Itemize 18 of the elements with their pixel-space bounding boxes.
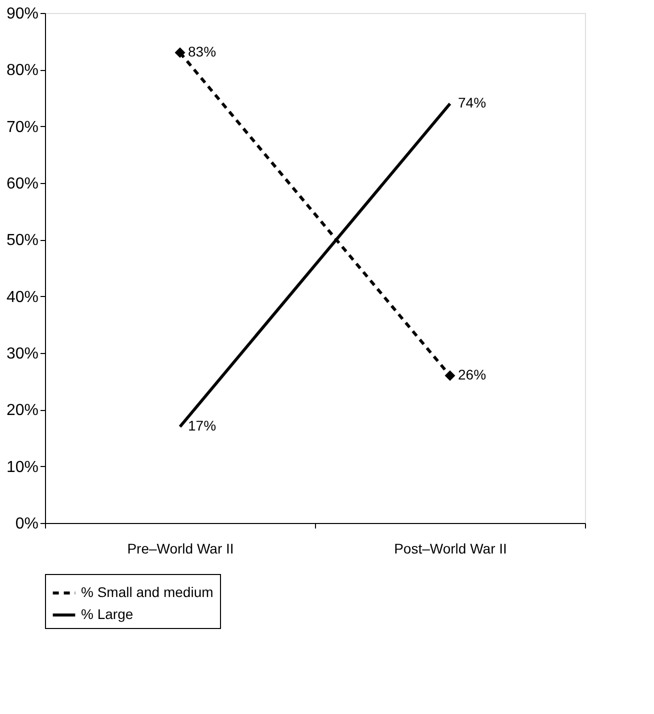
- legend-label: % Large: [81, 606, 134, 622]
- data-label: 74%: [458, 94, 486, 111]
- y-tick-label: 0%: [15, 516, 38, 532]
- y-tick-label: 40%: [6, 288, 38, 306]
- x-tick-label: Pre–World War II: [127, 540, 234, 556]
- legend-label: % Small and medium: [81, 584, 214, 600]
- y-tick-label: 80%: [6, 62, 38, 80]
- y-tick-label: 60%: [6, 176, 38, 192]
- y-tick-label: 30%: [6, 346, 38, 362]
- data-label: 83%: [188, 44, 216, 60]
- y-tick-label: 10%: [6, 458, 38, 476]
- data-label: 26%: [458, 366, 486, 383]
- data-label: 17%: [188, 418, 216, 434]
- x-tick-label: Post–World War II: [394, 540, 507, 556]
- y-tick-label: 20%: [6, 402, 38, 420]
- y-tick-label: 50%: [6, 232, 38, 250]
- y-tick-label: 90%: [6, 6, 38, 22]
- y-tick-label: 70%: [6, 118, 38, 136]
